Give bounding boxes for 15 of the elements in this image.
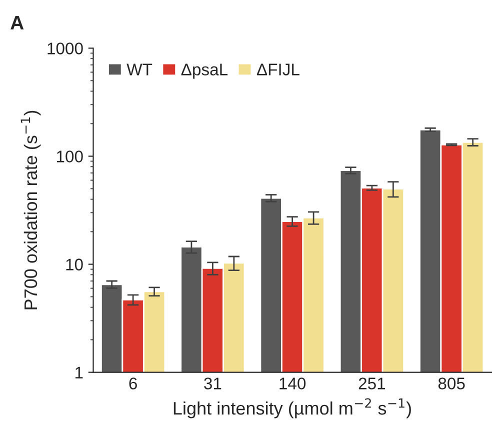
y-tick-label: 100 <box>56 150 83 162</box>
y-tick-label: 1000 <box>48 42 83 54</box>
legend-label: ΔFIJL <box>256 64 300 76</box>
x-tick-label: 31 <box>204 378 222 390</box>
x-axis-title: Light intensity (µmol m$^{−2}$ s$^{−1}$) <box>174 398 411 418</box>
legend-label: WT <box>126 64 152 76</box>
x-tick-label: 140 <box>280 378 306 390</box>
x-tick-label: 805 <box>438 378 465 390</box>
y-tick-label: 1 <box>76 366 83 378</box>
y-tick-label: 10 <box>66 258 83 270</box>
y-axis-title: P700 oxidation rate (s$^{−1}$) <box>20 110 41 310</box>
x-tick-label: 6 <box>129 378 137 390</box>
x-tick-label: 251 <box>358 378 386 390</box>
legend-label: ΔpsaL <box>181 64 228 79</box>
text: A <box>10 16 24 30</box>
